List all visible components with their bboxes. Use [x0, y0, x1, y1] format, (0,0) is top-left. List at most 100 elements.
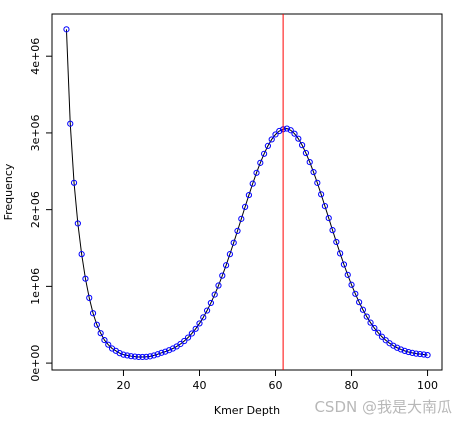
data-point: [276, 127, 283, 135]
data-point: [405, 348, 412, 356]
data-point: [329, 227, 336, 234]
data-point: [397, 346, 405, 353]
data-point: [264, 142, 272, 149]
data-point: [413, 350, 420, 357]
data-point: [101, 336, 108, 344]
y-axis-label: Frequency: [2, 163, 15, 220]
data-point: [257, 159, 264, 166]
y-tick-label: 4e+06: [29, 38, 42, 75]
data-point: [226, 251, 233, 258]
data-point: [359, 306, 367, 313]
data-point: [139, 353, 146, 361]
data-point: [314, 179, 321, 186]
data-point: [268, 136, 275, 143]
data-point: [131, 353, 138, 360]
data-point: [196, 320, 203, 327]
x-tick-label: 100: [417, 379, 438, 392]
data-point: [93, 321, 100, 328]
data-point: [238, 215, 245, 222]
watermark: CSDN @我是大南瓜: [314, 398, 452, 416]
data-point: [416, 350, 424, 358]
data-point: [401, 347, 408, 354]
data-point: [272, 131, 279, 138]
data-point: [325, 214, 332, 222]
data-point: [230, 239, 237, 246]
data-point: [337, 250, 344, 257]
data-point: [348, 281, 355, 288]
data-point: [165, 347, 173, 354]
data-point: [241, 203, 249, 210]
data-point: [203, 307, 211, 314]
data-point: [321, 203, 329, 210]
data-point: [306, 158, 313, 166]
data-point: [89, 310, 97, 317]
data-point: [146, 353, 154, 360]
plot-box: [51, 13, 443, 371]
data-point: [211, 291, 218, 298]
data-point: [333, 238, 340, 246]
data-point: [283, 125, 291, 132]
data-point: [86, 294, 93, 301]
data-point: [287, 127, 294, 134]
x-tick-label: 20: [116, 379, 130, 392]
data-point: [127, 353, 135, 360]
data-point: [420, 351, 427, 358]
data-point: [215, 282, 222, 289]
x-tick-label: 40: [192, 379, 206, 392]
y-tick-label: 0e+00: [29, 345, 42, 382]
data-point: [344, 271, 351, 278]
data-point: [150, 352, 157, 359]
data-point: [253, 169, 260, 176]
data-point: [70, 179, 78, 186]
data-point: [382, 337, 389, 344]
data-point: [409, 349, 416, 356]
data-point: [299, 142, 306, 149]
x-tick-label: 60: [269, 379, 283, 392]
data-point: [378, 333, 386, 340]
data-point: [74, 220, 81, 227]
data-point: [234, 227, 241, 234]
data-point: [318, 191, 325, 198]
data-point: [363, 313, 370, 320]
data-point: [352, 290, 359, 297]
data-point: [67, 120, 74, 127]
data-point: [424, 352, 431, 359]
data-point: [135, 353, 142, 361]
data-point: [356, 299, 363, 306]
data-point: [222, 262, 230, 269]
data-point: [310, 168, 317, 176]
data-point: [371, 324, 378, 332]
data-point: [192, 325, 199, 332]
data-point: [82, 275, 89, 282]
series-line: [65, 29, 428, 358]
x-tick-label: 80: [345, 379, 359, 392]
data-point: [219, 272, 226, 279]
data-point: [158, 349, 165, 356]
y-tick-label: 3e+06: [29, 114, 42, 151]
data-point: [207, 299, 214, 307]
data-point: [291, 130, 298, 137]
data-point: [184, 334, 192, 341]
x-axis-label: Kmer Depth: [214, 404, 280, 417]
y-tick-label: 1e+06: [29, 268, 42, 305]
data-point: [177, 340, 184, 348]
y-tick-label: 2e+06: [29, 191, 42, 228]
data-point: [200, 314, 207, 321]
data-point: [116, 350, 123, 357]
data-point: [78, 251, 85, 258]
data-point: [105, 341, 112, 348]
data-point: [245, 191, 253, 199]
data-point: [340, 261, 348, 268]
data-point: [249, 180, 256, 187]
data-point: [120, 351, 127, 358]
data-point: [181, 337, 188, 345]
data-point: [394, 344, 401, 351]
data-point: [143, 353, 150, 360]
data-point: [63, 26, 70, 33]
data-point: [295, 135, 302, 142]
data-point: [367, 319, 374, 326]
data-point: [162, 348, 169, 355]
data-point: [188, 330, 195, 337]
data-point: [261, 150, 268, 157]
